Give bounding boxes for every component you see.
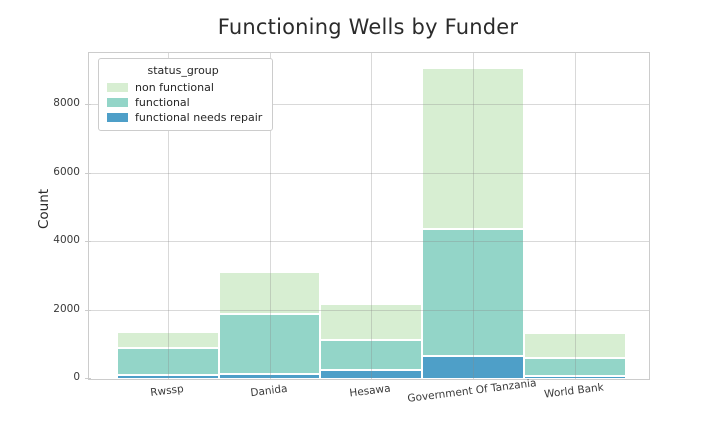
- legend-entries: non functional functional functional needs…: [104, 80, 262, 125]
- bar-segment-non-functional: [320, 303, 423, 340]
- h-gridline: [89, 172, 649, 174]
- y-tick-mark: [85, 241, 91, 243]
- v-gridline: [473, 53, 475, 379]
- y-tick-label: 4000: [53, 234, 80, 247]
- legend-swatch-non-functional: [107, 83, 128, 92]
- v-gridline: [371, 53, 373, 379]
- h-gridline: [89, 241, 649, 243]
- y-tick-label: 0: [73, 371, 80, 383]
- bar-segment-functional-needs-repair: [116, 375, 219, 379]
- y-tick-mark: [85, 378, 91, 379]
- legend-entry: non functional: [104, 80, 262, 95]
- bar-segment-functional: [116, 347, 219, 376]
- y-tick-label: 6000: [53, 165, 80, 178]
- legend-entry-label: functional: [135, 96, 190, 109]
- h-gridline: [89, 309, 649, 311]
- v-gridline: [167, 53, 169, 379]
- bar-segment-functional: [524, 358, 626, 376]
- bar-segment-functional-needs-repair: [422, 355, 524, 379]
- bar-segment-functional: [320, 339, 423, 370]
- bar-segment-functional-needs-repair: [524, 375, 626, 379]
- legend-entry: functional: [104, 95, 262, 110]
- bar-segment-non-functional: [422, 68, 524, 229]
- bar-segment-functional: [218, 314, 321, 374]
- legend-swatch-functional: [107, 98, 128, 107]
- legend-entry-label: functional needs repair: [135, 111, 263, 124]
- v-gridline: [574, 53, 576, 379]
- h-gridline: [89, 104, 649, 106]
- bar-segment-non-functional: [218, 272, 321, 315]
- y-tick-mark: [85, 104, 91, 106]
- y-axis-label: Count: [36, 188, 52, 230]
- legend: status_group non functional functional fun…: [98, 58, 274, 131]
- y-tick-label: 8000: [53, 97, 80, 110]
- legend-swatch-functional-needs-repair: [107, 113, 128, 122]
- legend-entry-label: non functional: [135, 81, 214, 94]
- v-gridline: [269, 53, 271, 379]
- bar-segment-non-functional: [524, 332, 626, 359]
- bar-segment-non-functional: [116, 331, 219, 348]
- y-tick-mark: [85, 309, 91, 311]
- plot-area: status_group non functional functional fun…: [88, 52, 650, 380]
- bar-segment-functional-needs-repair: [218, 373, 321, 379]
- bar-segment-functional-needs-repair: [320, 369, 423, 379]
- y-tick-mark: [85, 172, 91, 174]
- chart-title: Functioning Wells by Funder: [217, 15, 519, 39]
- legend-entry: functional needs repair: [104, 110, 262, 125]
- y-tick-label: 2000: [53, 302, 80, 315]
- legend-title: status_group: [147, 64, 219, 77]
- bar-segment-functional: [422, 228, 524, 356]
